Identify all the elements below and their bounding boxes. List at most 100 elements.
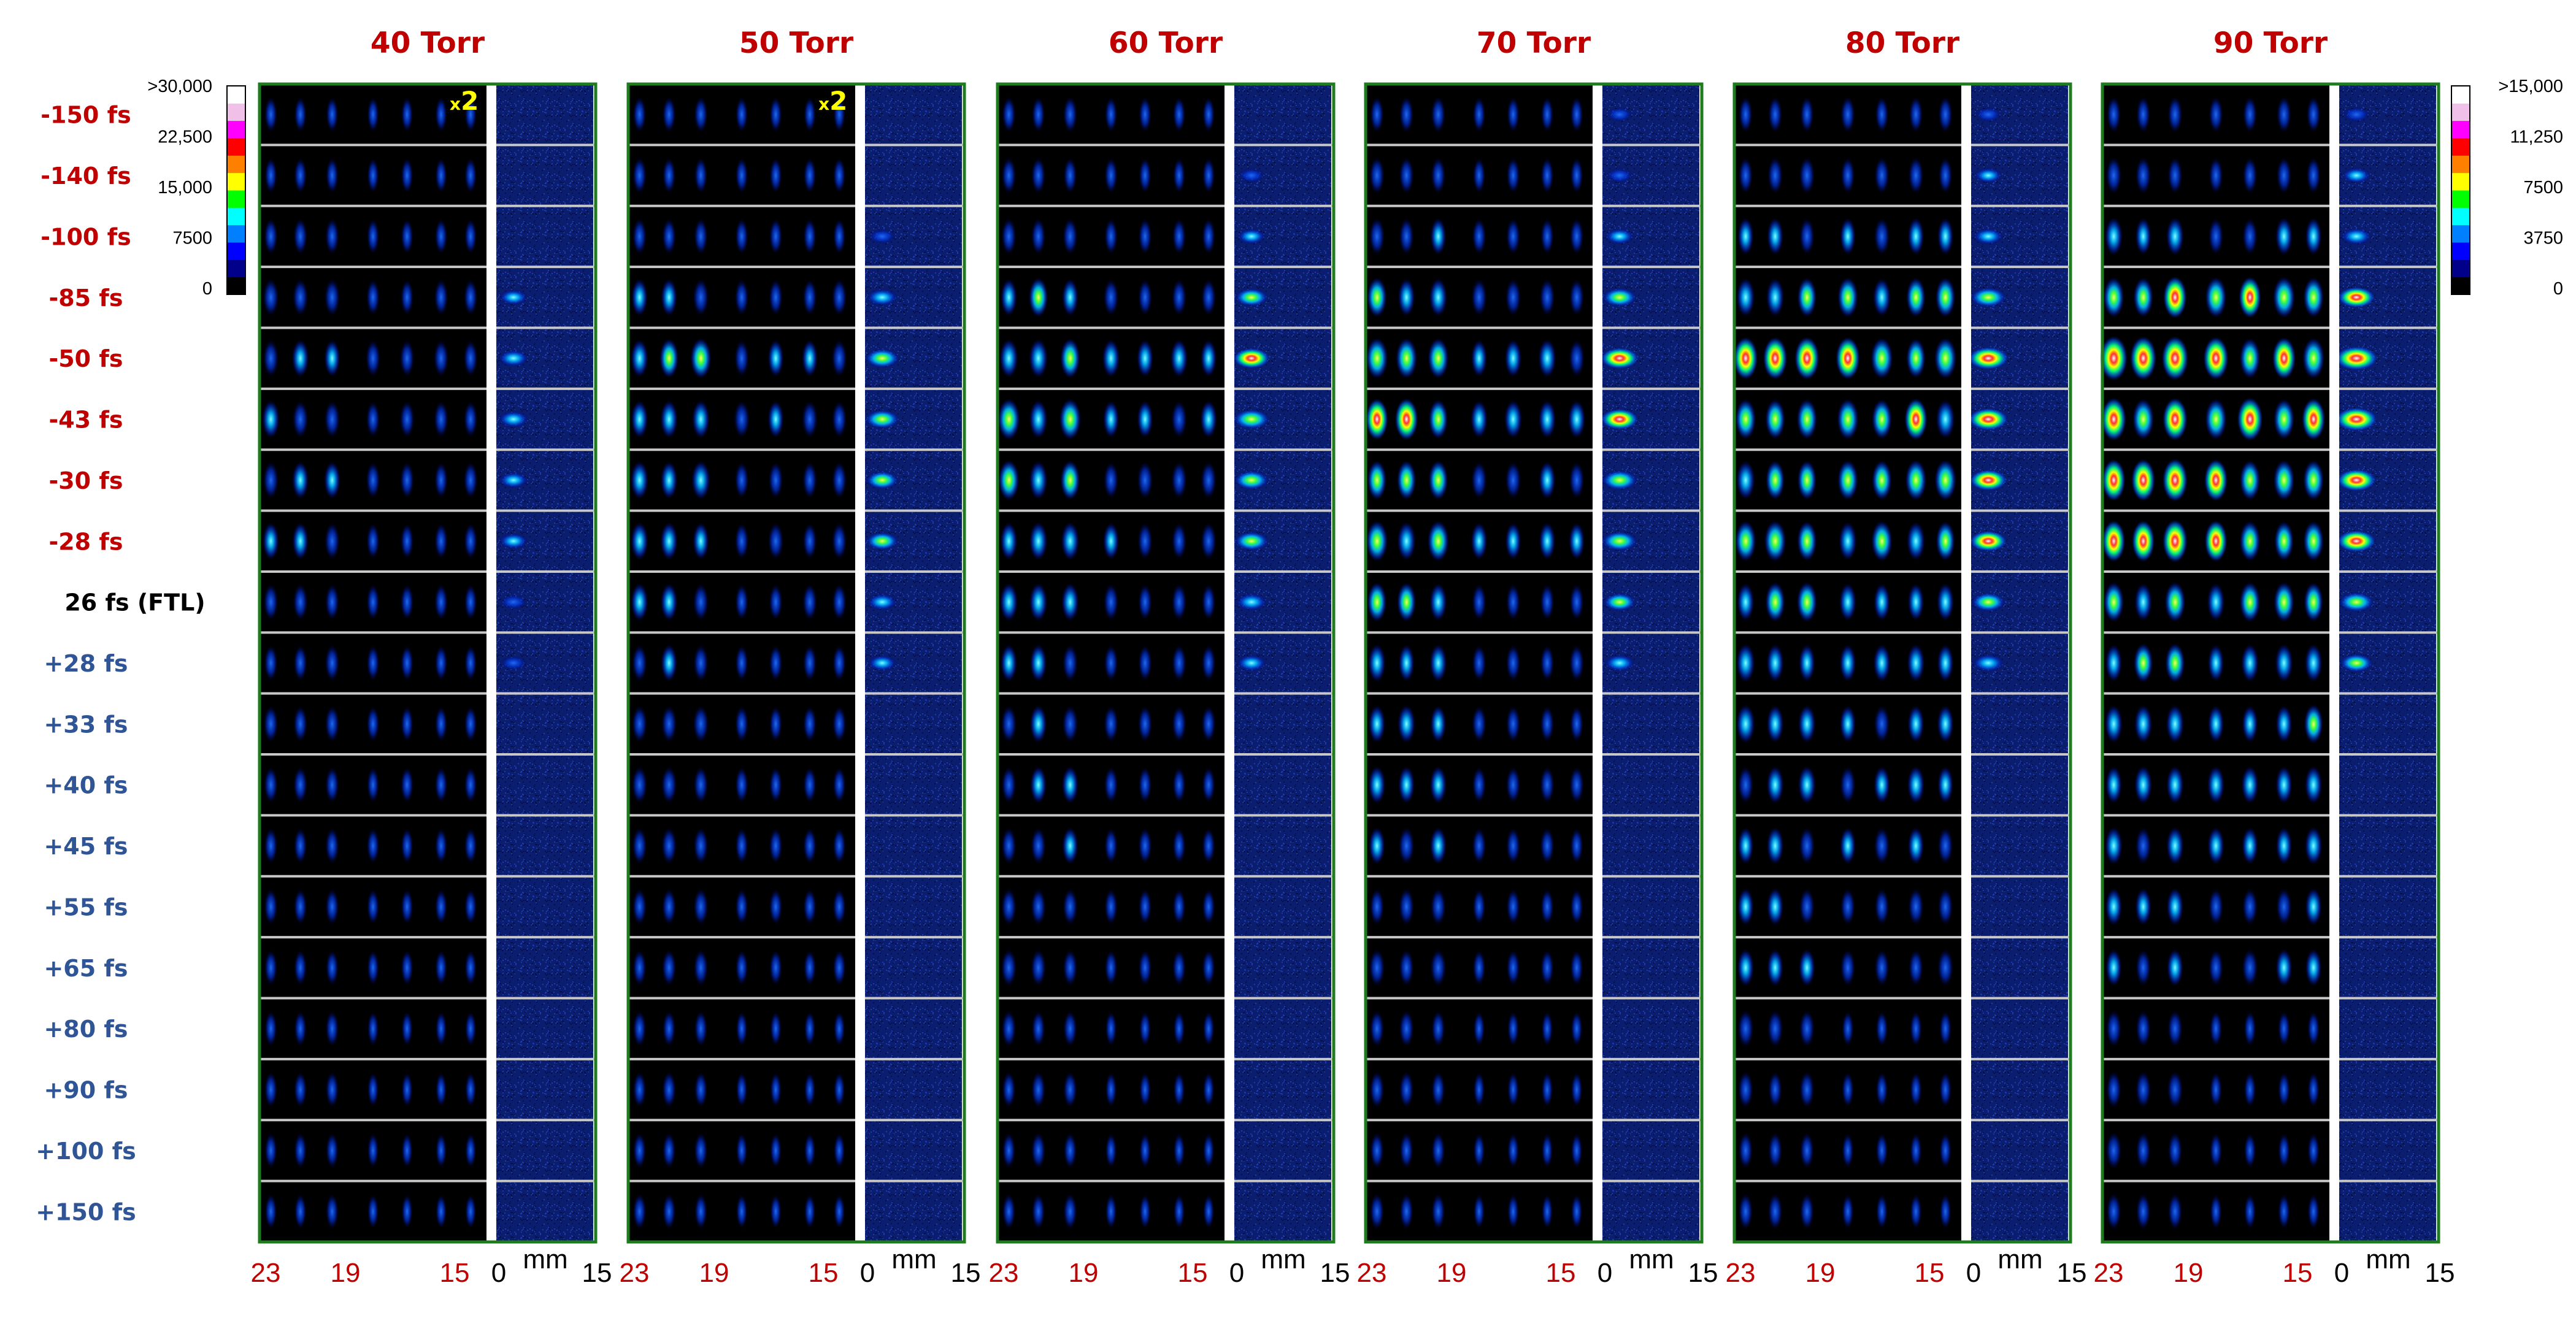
colorbar-swatch [227,172,245,191]
colorbar-swatch [2451,242,2470,260]
harmonic-spot [401,1011,413,1046]
spectrum-spot [1238,167,1265,183]
spectrum-spot [2336,529,2377,553]
harmonic-spot [401,158,413,193]
harmonic-spot [2164,643,2185,683]
harmonic-spot [434,462,448,498]
harmonic-spot [632,827,647,864]
harmonic-spot [1002,1133,1016,1168]
x-tick-label: 0 [1598,1258,1612,1288]
harmonic-spot [1029,399,1048,439]
harmonic-spot [2239,581,2261,623]
harmonic-spot [366,584,380,620]
harmonic-spot [632,218,647,255]
harmonic-spot [1001,1010,1017,1047]
harmonic-spot [2134,583,2153,622]
harmonic-spot [1473,1072,1485,1107]
harmonic-spot [1397,521,1416,561]
harmonic-spot [463,462,478,499]
harmonic-spot [1799,218,1815,255]
harmonic-spot [735,158,748,193]
harmonic-spot [2105,644,2123,682]
x2-mark: x2 [450,86,479,116]
harmonic-spot [1002,96,1016,132]
harmonic-spot [367,158,379,193]
harmonic-spot [1370,1132,1384,1169]
x-axis-unit: mm [523,1244,567,1274]
harmonic-spot [1837,459,1859,501]
harmonic-spot [1202,1133,1215,1168]
harmonic-spot [1429,827,1447,865]
harmonic-spot [1799,1010,1815,1048]
harmonic-spot [769,767,782,803]
harmonic-spot [1104,218,1118,255]
x-tick-label: 23 [1726,1258,1756,1288]
harmonic-spot [631,766,648,803]
harmonic-spot [1569,339,1585,377]
harmonic-spot [1540,949,1554,986]
gap-column [486,84,496,1242]
harmonic-spot [401,1133,413,1168]
x-axis: 23 19 15 0 15 mm [251,1244,612,1288]
gap-column [1593,84,1602,1242]
harmonic-spot [1570,96,1583,132]
harmonic-spot [1431,1193,1445,1230]
panel-title: 50 Torr [739,26,854,60]
spectrum-spot [866,470,899,490]
harmonic-spot [2167,1193,2183,1230]
harmonic-spot [1139,1194,1151,1229]
harmonic-spot [1905,338,1926,378]
harmonic-spot [693,583,709,621]
spectrum-spot [1974,107,2002,123]
harmonic-spot [631,400,648,439]
harmonic-spot [999,339,1018,378]
harmonic-spot [1840,949,1856,986]
spectrum-spot [864,409,900,429]
harmonic-spot [803,767,817,803]
harmonic-spot [264,889,278,925]
harmonic-spot [435,97,447,132]
harmonic-spot [692,522,709,561]
harmonic-spot [1505,645,1521,681]
x-tick-label: 23 [620,1258,650,1288]
colorbars: >30,000 22,500 15,000 7500 0 >15,000 11,250 750… [147,77,2563,299]
gap-column [2329,84,2339,1242]
harmonic-spot [1907,765,1925,805]
harmonic-spot [1539,461,1556,499]
harmonic-spot [1840,157,1855,194]
harmonic-spot [1504,339,1522,378]
harmonic-spot [1139,158,1152,193]
colorbar-tick: 7500 [2523,178,2563,197]
harmonic-spot [264,645,278,681]
spectrum-spot [1601,470,1638,491]
harmonic-spot [1202,828,1215,864]
harmonic-spot [464,584,477,620]
harmonic-spot [294,1193,307,1229]
harmonic-spot [2302,459,2324,501]
harmonic-spot [325,705,340,742]
colorbar-swatch [227,120,245,139]
gap-column [1225,84,1234,1242]
harmonic-spot [1000,522,1018,561]
harmonic-spot [325,218,339,255]
delay-label: +55 fs [44,894,128,921]
spectrum-spot [1974,167,2003,183]
colorbar-tick: 22,500 [158,128,212,147]
harmonic-spot [435,158,447,193]
harmonic-spot [464,828,477,864]
harmonic-spot [803,218,817,255]
harmonic-spot [435,1011,447,1046]
x-tick-label: 23 [1357,1258,1387,1288]
harmonic-spot [1063,96,1078,133]
harmonic-spot [1936,399,1955,439]
harmonic-spot [1102,522,1120,560]
harmonic-spot [735,828,748,864]
harmonic-spot [1028,338,1048,378]
spectrum-spot [2334,407,2378,432]
colorbar-swatch [2451,86,2470,104]
harmonic-spot [1736,643,1755,683]
harmonic-spot [1031,827,1046,865]
harmonic-spot [1367,277,1387,318]
harmonic-spot [1764,520,1786,562]
harmonic-spot [1369,1010,1385,1047]
